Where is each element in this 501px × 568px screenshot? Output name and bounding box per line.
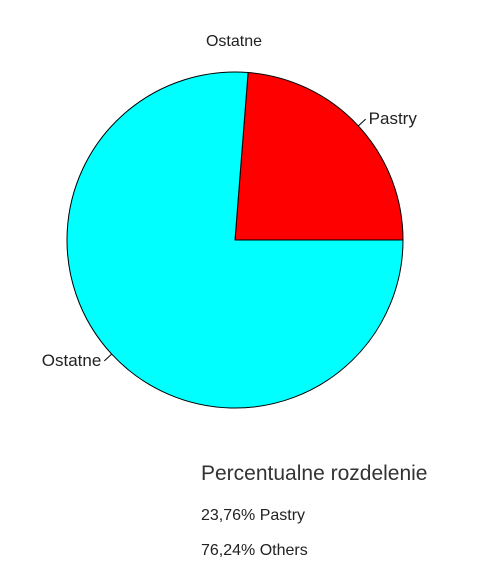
chart-title: Ostatne (205, 33, 263, 50)
pie-label-ostatne: Ostatne (42, 351, 102, 370)
pie-leader-line-ostatne (103, 353, 113, 362)
summary-heading: Percentualne rozdelenie (201, 462, 428, 485)
pie-leader-line-pastry (357, 118, 367, 127)
summary-line-pastry: 23,76% Pastry (201, 507, 306, 524)
summary-line-others: 76,24% Others (201, 542, 308, 559)
pie-slice-ostatne (66, 71, 404, 409)
pie-label-pastry: Pastry (369, 109, 418, 128)
pie-chart: Pastry Ostatne (42, 71, 418, 409)
pie-slice-pastry (234, 71, 404, 241)
